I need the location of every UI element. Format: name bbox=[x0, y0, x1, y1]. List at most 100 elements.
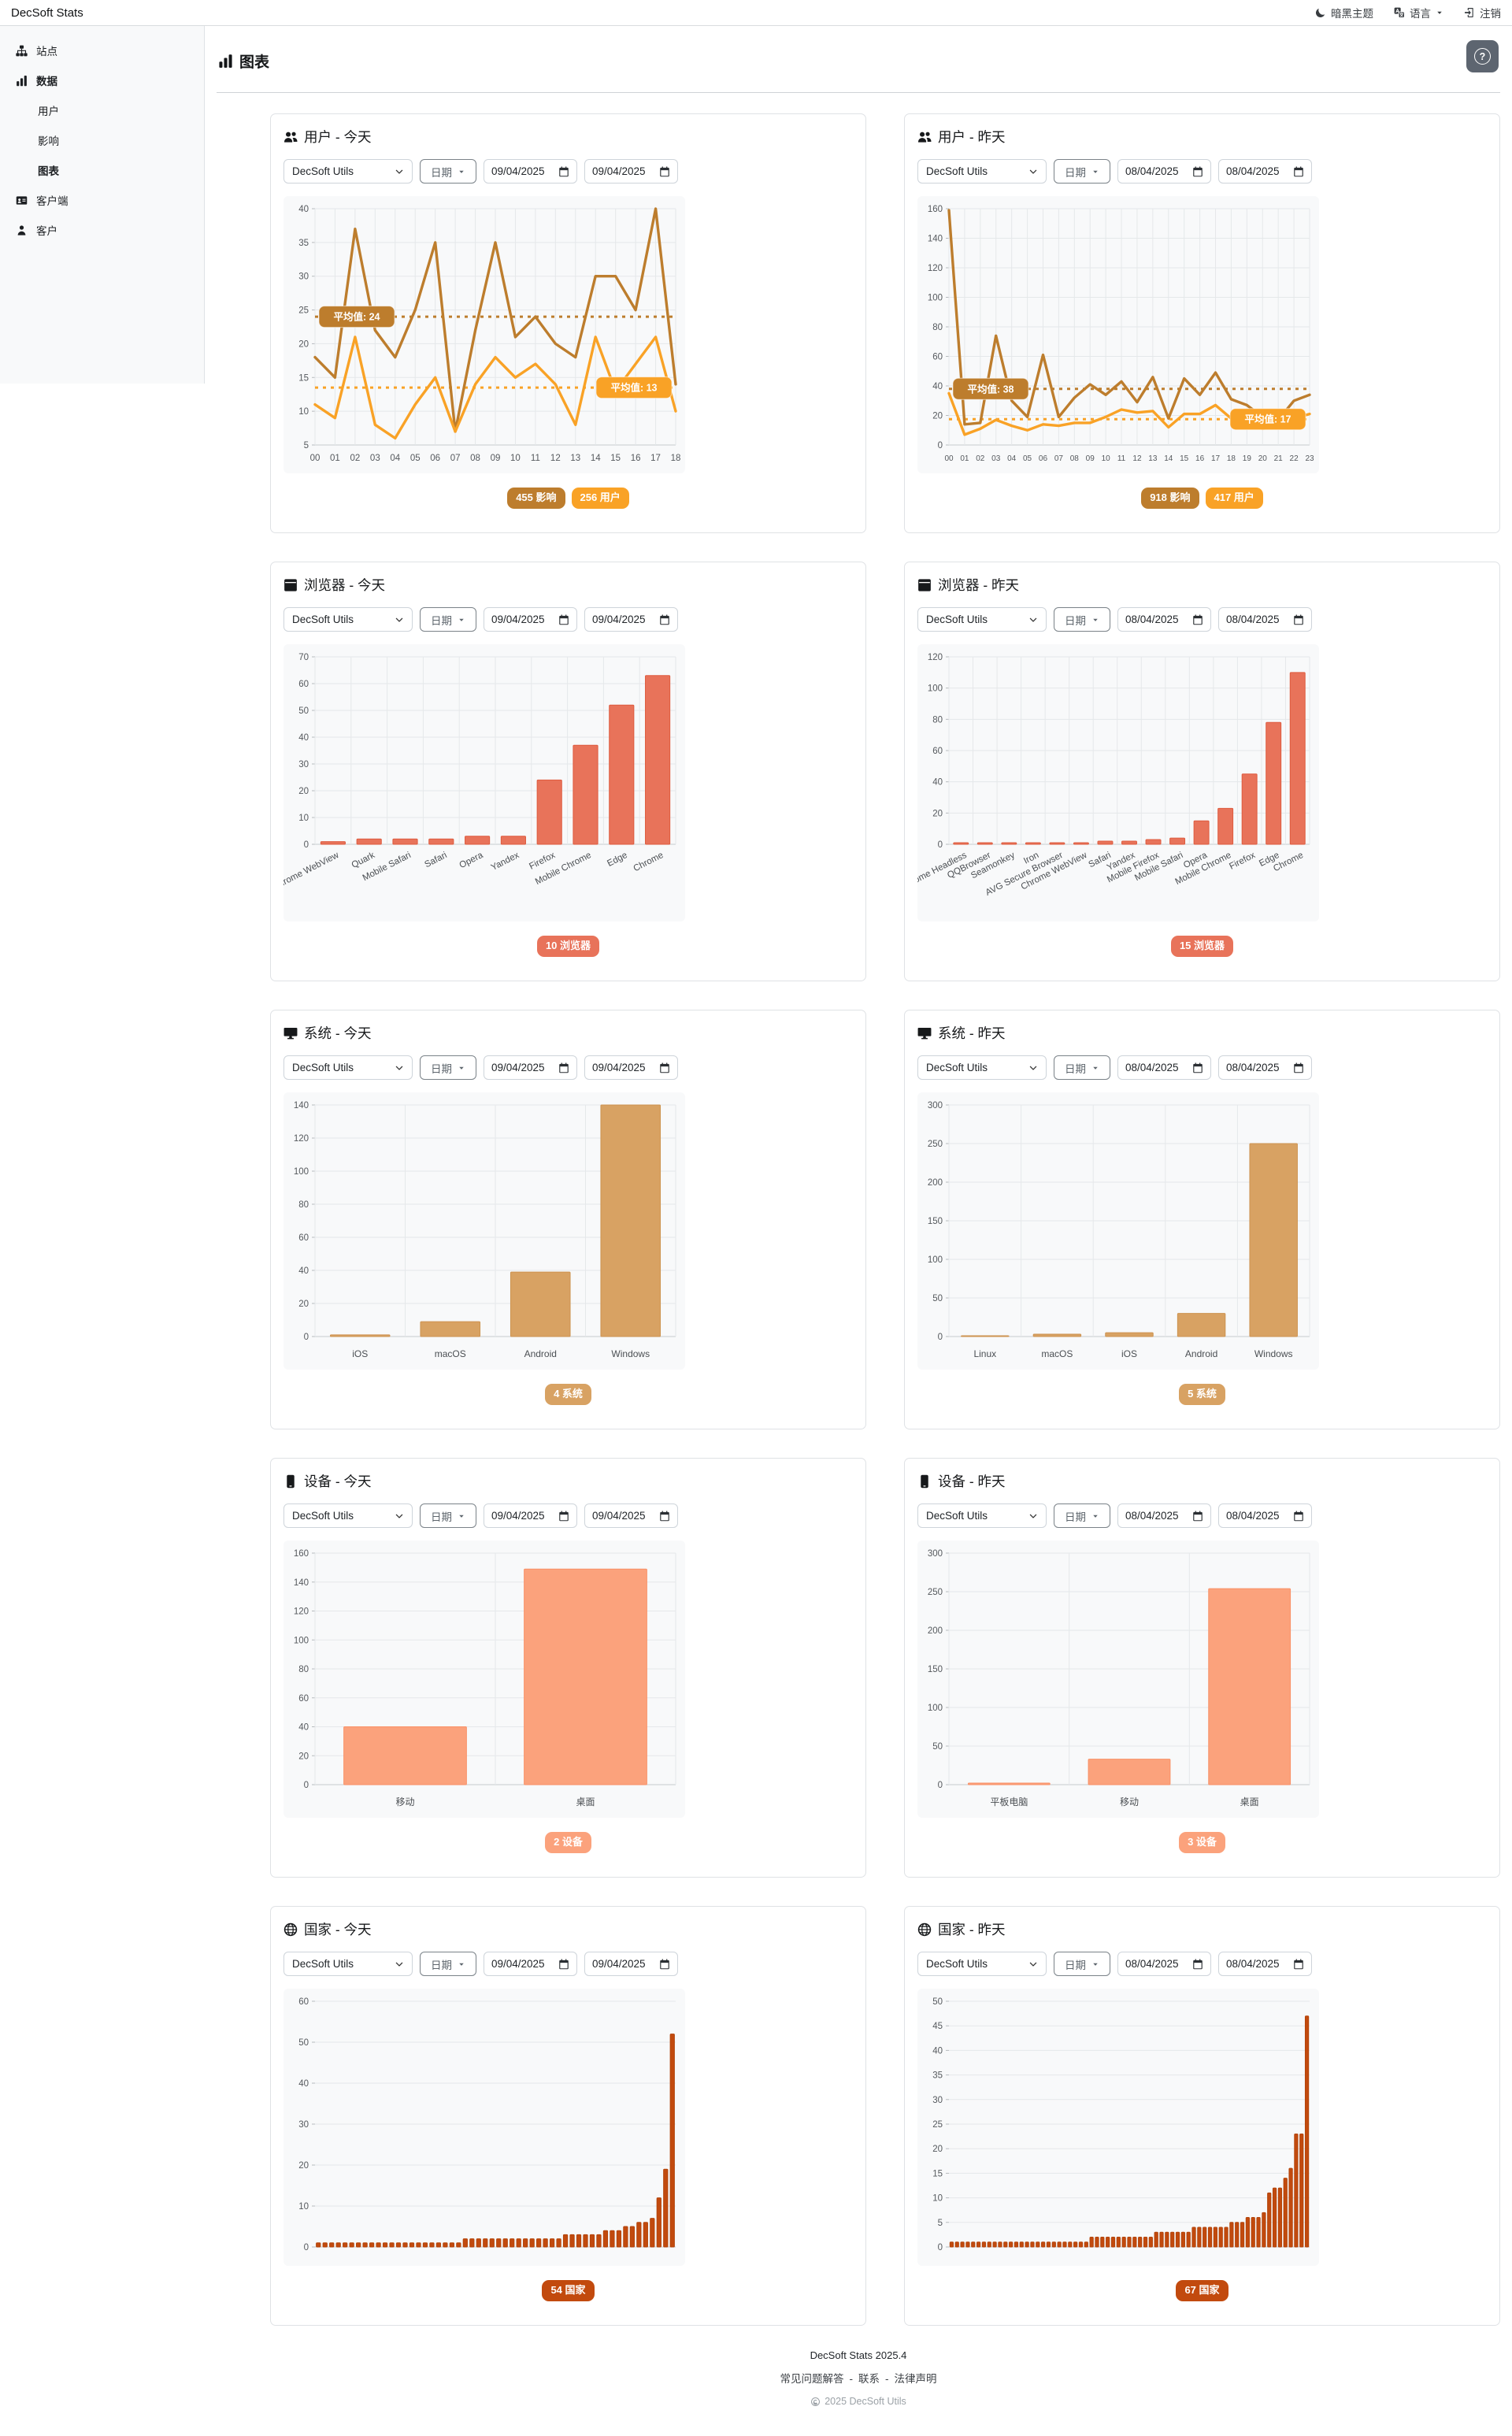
date-to-input[interactable]: 08/04/2025 bbox=[1218, 1055, 1312, 1081]
card-controls: DecSoft Utils 日期 08/04/2025 08/04/2025 bbox=[917, 1055, 1487, 1081]
date-to-input[interactable]: 09/04/2025 bbox=[584, 1952, 678, 1977]
caret-down-icon bbox=[1091, 1512, 1099, 1520]
date-from-input[interactable]: 09/04/2025 bbox=[484, 159, 577, 184]
svg-text:移动: 移动 bbox=[395, 1796, 414, 1808]
chart-card: 浏览器 - 今天 DecSoft Utils 日期 09/04/2025 09/… bbox=[270, 562, 866, 982]
sitemap-icon bbox=[16, 45, 28, 57]
svg-text:0: 0 bbox=[938, 441, 943, 450]
svg-text:0: 0 bbox=[304, 1333, 309, 1342]
date-from-input[interactable]: 08/04/2025 bbox=[1117, 1952, 1211, 1977]
chart-bars-icon bbox=[218, 54, 233, 69]
date-dropdown-button[interactable]: 日期 bbox=[420, 1503, 476, 1529]
svg-text:04: 04 bbox=[1007, 454, 1017, 463]
date-dropdown-button[interactable]: 日期 bbox=[1054, 1055, 1110, 1081]
badges-row: 5 系统 bbox=[917, 1384, 1487, 1405]
svg-text:120: 120 bbox=[294, 1607, 309, 1617]
site-select-value: DecSoft Utils bbox=[926, 165, 988, 178]
svg-text:100: 100 bbox=[928, 1255, 943, 1265]
date-to-input[interactable]: 08/04/2025 bbox=[1218, 1952, 1312, 1977]
sidebar-item-0[interactable]: 站点 bbox=[0, 35, 204, 65]
date-to-input[interactable]: 09/04/2025 bbox=[584, 607, 678, 632]
site-select[interactable]: DecSoft Utils bbox=[917, 1503, 1047, 1529]
card-title: 系统 - 昨天 bbox=[917, 1023, 1487, 1043]
chevron-down-icon bbox=[1028, 1063, 1038, 1073]
date-dropdown-button[interactable]: 日期 bbox=[1054, 1503, 1110, 1529]
sidebar-item-4[interactable]: 图表 bbox=[0, 155, 204, 185]
svg-text:21: 21 bbox=[1274, 454, 1284, 463]
date-dropdown-button[interactable]: 日期 bbox=[1054, 159, 1110, 184]
date-to-input[interactable]: 08/04/2025 bbox=[1218, 607, 1312, 632]
sidebar-item-label: 用户 bbox=[38, 106, 59, 117]
date-from-value: 09/04/2025 bbox=[491, 614, 545, 626]
sidebar-item-5[interactable]: 客户端 bbox=[0, 185, 204, 215]
date-to-input[interactable]: 09/04/2025 bbox=[584, 159, 678, 184]
footer-link-2[interactable]: 法律声明 bbox=[894, 2373, 937, 2386]
date-from-input[interactable]: 08/04/2025 bbox=[1117, 1503, 1211, 1529]
date-dropdown-button[interactable]: 日期 bbox=[420, 1952, 476, 1977]
date-to-input[interactable]: 08/04/2025 bbox=[1218, 159, 1312, 184]
date-from-input[interactable]: 08/04/2025 bbox=[1117, 1055, 1211, 1081]
window-icon bbox=[284, 578, 298, 592]
footer-link-0[interactable]: 常见问题解答 bbox=[780, 2373, 844, 2386]
site-select-value: DecSoft Utils bbox=[292, 1510, 354, 1522]
help-button[interactable]: ? bbox=[1466, 40, 1499, 72]
site-select[interactable]: DecSoft Utils bbox=[917, 1952, 1047, 1977]
date-dropdown-button[interactable]: 日期 bbox=[420, 1055, 476, 1081]
card-title: 用户 - 昨天 bbox=[917, 127, 1487, 146]
card-controls: DecSoft Utils 日期 09/04/2025 09/04/2025 bbox=[284, 159, 853, 184]
svg-text:30: 30 bbox=[298, 760, 309, 769]
date-to-input[interactable]: 09/04/2025 bbox=[584, 1055, 678, 1081]
sidebar-item-6[interactable]: 客户 bbox=[0, 215, 204, 245]
dark-theme-toggle[interactable]: 暗黑主题 bbox=[1315, 5, 1373, 20]
svg-text:13: 13 bbox=[1148, 454, 1158, 463]
site-select[interactable]: DecSoft Utils bbox=[917, 159, 1047, 184]
calendar-icon bbox=[558, 1062, 569, 1073]
site-select[interactable]: DecSoft Utils bbox=[284, 159, 413, 184]
language-menu[interactable]: 语言 bbox=[1394, 5, 1443, 20]
date-from-input[interactable]: 09/04/2025 bbox=[484, 1503, 577, 1529]
svg-text:120: 120 bbox=[294, 1134, 309, 1144]
site-select[interactable]: DecSoft Utils bbox=[284, 1055, 413, 1081]
date-from-input[interactable]: 08/04/2025 bbox=[1117, 159, 1211, 184]
card-controls: DecSoft Utils 日期 08/04/2025 08/04/2025 bbox=[917, 1503, 1487, 1529]
site-select[interactable]: DecSoft Utils bbox=[284, 607, 413, 632]
site-select-value: DecSoft Utils bbox=[292, 1062, 354, 1074]
logout-link[interactable]: 注销 bbox=[1464, 5, 1501, 20]
date-dropdown-button[interactable]: 日期 bbox=[420, 159, 476, 184]
site-select[interactable]: DecSoft Utils bbox=[917, 607, 1047, 632]
card-title: 浏览器 - 昨天 bbox=[917, 575, 1487, 595]
svg-text:150: 150 bbox=[928, 1665, 943, 1674]
date-from-value: 08/04/2025 bbox=[1125, 1958, 1179, 1971]
date-from-input[interactable]: 08/04/2025 bbox=[1117, 607, 1211, 632]
svg-text:05: 05 bbox=[1023, 454, 1032, 463]
sidebar-item-3[interactable]: 影响 bbox=[0, 125, 204, 155]
card-title-text: 设备 - 昨天 bbox=[938, 1474, 1006, 1490]
sidebar-item-1[interactable]: 数据 bbox=[0, 65, 204, 95]
svg-text:140: 140 bbox=[928, 235, 943, 244]
svg-text:macOS: macOS bbox=[435, 1348, 466, 1359]
card-controls: DecSoft Utils 日期 08/04/2025 08/04/2025 bbox=[917, 1952, 1487, 1977]
date-from-input[interactable]: 09/04/2025 bbox=[484, 607, 577, 632]
globe-icon bbox=[284, 1922, 298, 1937]
date-dropdown-button[interactable]: 日期 bbox=[1054, 607, 1110, 632]
svg-text:12: 12 bbox=[1132, 454, 1142, 463]
site-select[interactable]: DecSoft Utils bbox=[917, 1055, 1047, 1081]
date-from-input[interactable]: 09/04/2025 bbox=[484, 1952, 577, 1977]
app-brand: DecSoft Stats bbox=[11, 6, 83, 20]
svg-text:Linux: Linux bbox=[973, 1348, 996, 1359]
date-to-input[interactable]: 09/04/2025 bbox=[584, 1503, 678, 1529]
date-from-input[interactable]: 09/04/2025 bbox=[484, 1055, 577, 1081]
svg-text:移动: 移动 bbox=[1120, 1796, 1139, 1808]
footer-link-1[interactable]: 联系 bbox=[858, 2373, 880, 2386]
date-to-input[interactable]: 08/04/2025 bbox=[1218, 1503, 1312, 1529]
svg-text:10: 10 bbox=[298, 814, 309, 823]
svg-text:300: 300 bbox=[928, 1549, 943, 1559]
svg-text:140: 140 bbox=[294, 1578, 309, 1588]
svg-text:300: 300 bbox=[928, 1101, 943, 1110]
site-select[interactable]: DecSoft Utils bbox=[284, 1503, 413, 1529]
svg-text:40: 40 bbox=[298, 1723, 309, 1733]
sidebar-item-2[interactable]: 用户 bbox=[0, 95, 204, 125]
date-dropdown-button[interactable]: 日期 bbox=[1054, 1952, 1110, 1977]
date-dropdown-button[interactable]: 日期 bbox=[420, 607, 476, 632]
site-select[interactable]: DecSoft Utils bbox=[284, 1952, 413, 1977]
